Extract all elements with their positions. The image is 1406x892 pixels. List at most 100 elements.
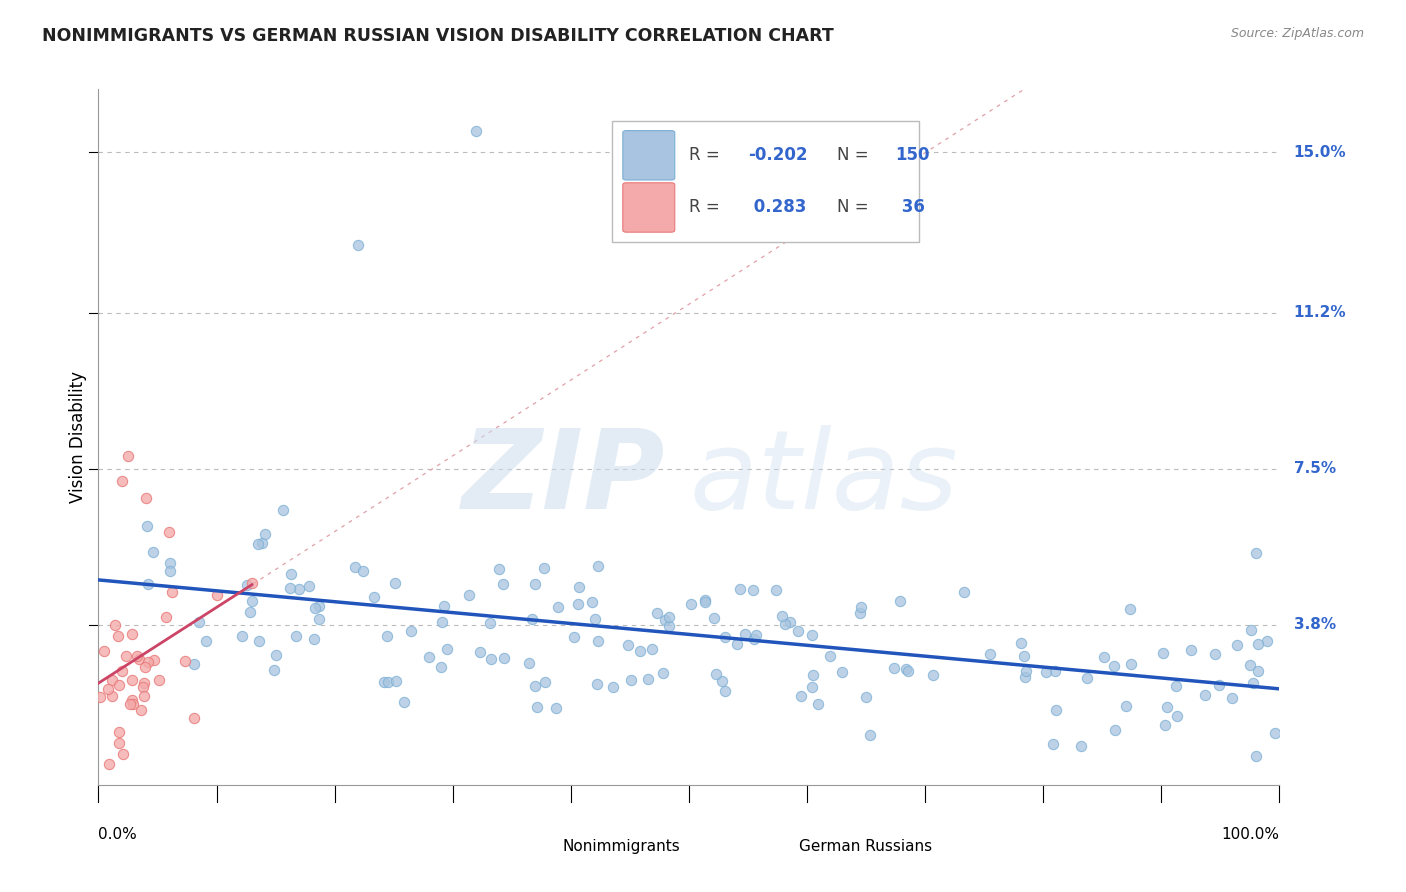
- Point: [465, 124, 488, 138]
- Point: [790, 690, 813, 704]
- Point: [468, 645, 491, 659]
- Point: [654, 613, 676, 627]
- Point: [385, 674, 408, 689]
- Point: [562, 631, 585, 645]
- Point: [111, 664, 134, 678]
- Point: [1166, 679, 1188, 693]
- Point: [394, 695, 416, 709]
- Text: 100.0%: 100.0%: [1222, 827, 1279, 842]
- Point: [681, 597, 703, 611]
- Point: [652, 665, 675, 680]
- Point: [586, 634, 609, 648]
- Point: [111, 747, 134, 761]
- Point: [432, 615, 454, 630]
- Point: [581, 594, 603, 608]
- Point: [136, 655, 159, 669]
- Point: [637, 672, 659, 686]
- Text: ZIP: ZIP: [461, 425, 665, 533]
- Point: [628, 643, 651, 657]
- Point: [127, 649, 149, 664]
- Point: [205, 588, 228, 602]
- Point: [831, 665, 853, 680]
- Point: [859, 728, 882, 742]
- Point: [247, 634, 270, 648]
- Point: [1076, 671, 1098, 685]
- Point: [148, 673, 170, 687]
- Point: [546, 701, 568, 715]
- Point: [231, 629, 253, 643]
- Point: [1119, 657, 1142, 671]
- Point: [658, 619, 681, 633]
- Point: [779, 615, 801, 629]
- Point: [1156, 700, 1178, 714]
- Point: [363, 590, 385, 604]
- Point: [304, 601, 326, 615]
- Point: [979, 647, 1001, 661]
- Point: [308, 612, 330, 626]
- Point: [347, 238, 370, 252]
- FancyBboxPatch shape: [623, 183, 675, 232]
- Point: [352, 564, 374, 578]
- Point: [1240, 624, 1263, 638]
- Point: [264, 648, 287, 662]
- Point: [108, 725, 131, 739]
- Point: [134, 659, 156, 673]
- Point: [526, 699, 548, 714]
- Point: [1226, 638, 1249, 652]
- Point: [418, 649, 440, 664]
- Text: N =: N =: [837, 146, 873, 164]
- Point: [134, 689, 156, 703]
- Point: [142, 653, 165, 667]
- Point: [801, 628, 824, 642]
- Text: Nonimmigrants: Nonimmigrants: [562, 838, 681, 854]
- Point: [1115, 698, 1137, 713]
- Point: [122, 697, 145, 711]
- Text: atlas: atlas: [689, 425, 957, 533]
- Text: NONIMMIGRANTS VS GERMAN RUSSIAN VISION DISABILITY CORRELATION CHART: NONIMMIGRANTS VS GERMAN RUSSIAN VISION D…: [42, 27, 834, 45]
- Point: [136, 577, 159, 591]
- Point: [883, 661, 905, 675]
- Point: [1246, 664, 1268, 678]
- FancyBboxPatch shape: [623, 130, 675, 180]
- Point: [188, 615, 211, 629]
- Point: [183, 657, 205, 671]
- Point: [1263, 726, 1285, 740]
- Point: [602, 680, 624, 694]
- Point: [745, 628, 768, 642]
- Point: [132, 676, 155, 690]
- Point: [159, 556, 181, 570]
- Point: [801, 668, 824, 682]
- Point: [115, 649, 138, 664]
- Point: [1015, 664, 1038, 678]
- Point: [287, 582, 309, 596]
- Point: [1247, 637, 1270, 651]
- Point: [492, 650, 515, 665]
- Point: [399, 624, 422, 639]
- Point: [1241, 676, 1264, 690]
- Text: N =: N =: [837, 199, 873, 217]
- Point: [1035, 665, 1057, 680]
- Point: [101, 690, 124, 704]
- Point: [117, 449, 139, 463]
- Point: [263, 663, 285, 677]
- Point: [1194, 689, 1216, 703]
- Point: [894, 662, 917, 676]
- Point: [1239, 658, 1261, 673]
- Point: [121, 673, 143, 688]
- Point: [533, 561, 555, 575]
- Y-axis label: Vision Disability: Vision Disability: [69, 371, 87, 503]
- Point: [174, 654, 197, 668]
- Point: [121, 693, 143, 707]
- Point: [302, 632, 325, 646]
- Point: [849, 606, 872, 620]
- Point: [645, 607, 668, 621]
- Point: [131, 703, 153, 717]
- Point: [1256, 633, 1278, 648]
- Point: [344, 559, 367, 574]
- Point: [162, 585, 184, 599]
- Point: [711, 673, 734, 688]
- Point: [1180, 643, 1202, 657]
- Point: [742, 632, 765, 647]
- Point: [107, 678, 129, 692]
- Point: [734, 627, 756, 641]
